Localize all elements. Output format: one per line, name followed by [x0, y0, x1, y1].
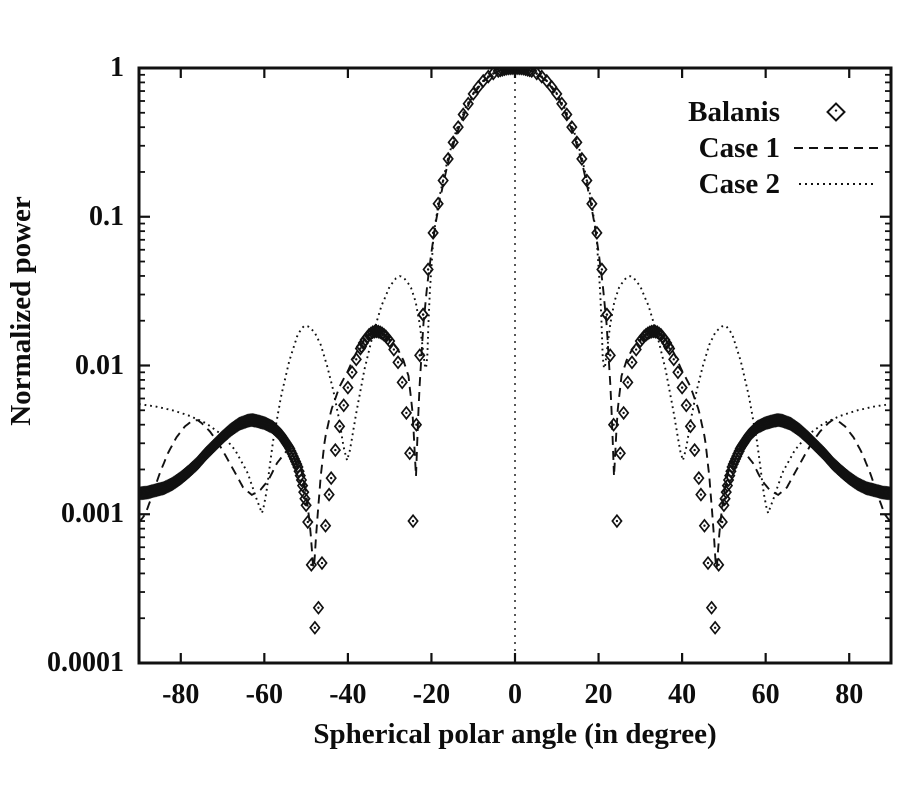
dotted-line-icon — [794, 166, 878, 202]
legend-label-balanis: Balanis — [688, 96, 780, 128]
legend-row-balanis: Balanis — [600, 94, 880, 130]
dashed-line-icon — [794, 130, 878, 166]
x-tick-label: 0 — [508, 679, 522, 710]
diamond-marker-icon — [794, 94, 878, 130]
x-tick-label: -60 — [245, 679, 283, 710]
x-tick-label: -80 — [162, 679, 200, 710]
y-axis-title: Normalized power — [5, 196, 37, 426]
x-axis-title: Spherical polar angle (in degree) — [313, 718, 717, 750]
x-tick-label: 60 — [751, 679, 780, 710]
legend-row-case2: Case 2 — [600, 166, 880, 202]
legend-row-case1: Case 1 — [600, 130, 880, 166]
y-tick-label: 0.1 — [89, 200, 124, 232]
y-tick-label: 0.0001 — [47, 647, 124, 678]
legend-label-case1: Case 1 — [698, 132, 780, 164]
y-tick-label: 0.01 — [75, 349, 124, 381]
x-tick-label: 20 — [584, 679, 613, 710]
y-tick-label: 0.001 — [61, 498, 124, 530]
x-tick-label: -20 — [412, 679, 451, 710]
legend: Balanis Case 1 Case 2 — [600, 94, 880, 202]
x-tick-label: -40 — [329, 679, 367, 710]
legend-label-case2: Case 2 — [698, 168, 780, 200]
x-tick-label: 80 — [835, 679, 864, 710]
y-tick-label: 1 — [110, 52, 124, 83]
x-tick-label: 40 — [668, 679, 697, 710]
